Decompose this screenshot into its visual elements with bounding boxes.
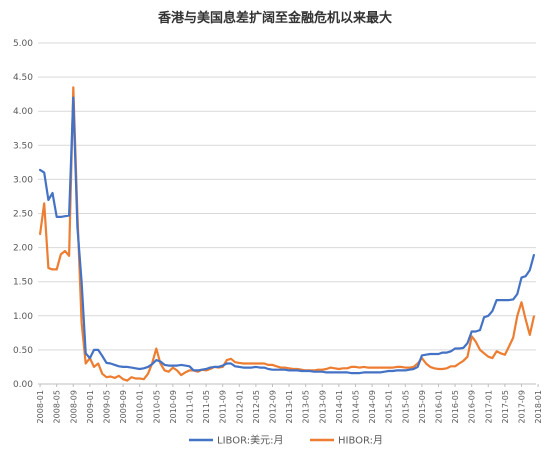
x-tick-label: 2008-05 bbox=[53, 390, 62, 423]
x-tick-label: 2014-09 bbox=[368, 390, 377, 423]
x-tick-label: 2008-09 bbox=[69, 390, 78, 423]
series-line-0 bbox=[38, 96, 536, 375]
x-tick-label: 2009-05 bbox=[102, 390, 111, 423]
x-tick-label: 2018-01 bbox=[534, 390, 543, 423]
y-tick-label: 3.50 bbox=[13, 141, 33, 151]
x-tick-label: 2015-05 bbox=[401, 390, 410, 423]
x-tick-label: 2014-05 bbox=[351, 390, 360, 423]
x-tick-label: 2009-09 bbox=[119, 390, 128, 423]
x-tick-label: 2011-01 bbox=[185, 390, 194, 423]
legend-label-1: HIBOR:月 bbox=[338, 435, 383, 447]
series-line-1 bbox=[38, 86, 536, 382]
x-axis-ticks: 2008-01 2008-05 2008-09 2009-01 2009-05 2009-… bbox=[36, 384, 543, 423]
y-tick-label: 0.00 bbox=[13, 380, 33, 390]
x-tick-label: 2010-09 bbox=[169, 390, 178, 423]
x-tick-label: 2010-01 bbox=[136, 390, 145, 423]
y-tick-label: 5.00 bbox=[13, 39, 33, 49]
x-tick-label: 2012-09 bbox=[268, 390, 277, 423]
x-tick-label: 2011-09 bbox=[219, 390, 228, 423]
y-tick-label: 0.50 bbox=[13, 346, 33, 356]
grid-layer bbox=[38, 42, 536, 385]
x-tick-label: 2017-09 bbox=[517, 390, 526, 423]
y-tick-label: 4.00 bbox=[13, 107, 33, 117]
x-tick-label: 2013-05 bbox=[302, 390, 311, 423]
x-tick-label: 2016-09 bbox=[468, 390, 477, 423]
y-tick-label: 3.00 bbox=[13, 175, 33, 185]
y-tick-label: 1.00 bbox=[13, 312, 33, 322]
x-tick-label: 2011-05 bbox=[202, 390, 211, 423]
legend-label-0: LIBOR:美元:月 bbox=[217, 434, 283, 447]
y-tick-label: 1.50 bbox=[13, 278, 33, 288]
x-tick-label: 2012-01 bbox=[235, 390, 244, 423]
x-tick-label: 2016-05 bbox=[451, 390, 460, 423]
x-tick-label: 2015-09 bbox=[418, 390, 427, 423]
y-axis-ticks: 0.00 0.50 1.00 1.50 2.00 2.50 3.00 3.50 4.00 4.50… bbox=[13, 39, 33, 390]
x-tick-label: 2010-05 bbox=[152, 390, 161, 423]
x-tick-label: 2015-01 bbox=[385, 390, 394, 423]
y-tick-label: 4.50 bbox=[13, 73, 33, 83]
y-tick-label: 2.00 bbox=[13, 244, 33, 254]
x-tick-label: 2009-01 bbox=[86, 390, 95, 423]
x-tick-label: 2013-09 bbox=[318, 390, 327, 423]
x-tick-label: 2017-01 bbox=[484, 390, 493, 423]
x-tick-label: 2014-01 bbox=[335, 390, 344, 423]
x-tick-label: 2016-01 bbox=[434, 390, 443, 423]
y-tick-label: 2.50 bbox=[13, 210, 33, 220]
series-layer bbox=[38, 86, 536, 382]
x-tick-label: 2017-05 bbox=[501, 390, 510, 423]
legend: LIBOR:美元:月 HIBOR:月 bbox=[189, 434, 383, 447]
chart-title: 香港与美国息差扩阔至金融危机以来最大 bbox=[157, 10, 392, 26]
x-tick-label: 2013-01 bbox=[285, 390, 294, 423]
x-tick-label: 2008-01 bbox=[36, 390, 45, 423]
x-tick-label: 2012-05 bbox=[252, 390, 261, 423]
